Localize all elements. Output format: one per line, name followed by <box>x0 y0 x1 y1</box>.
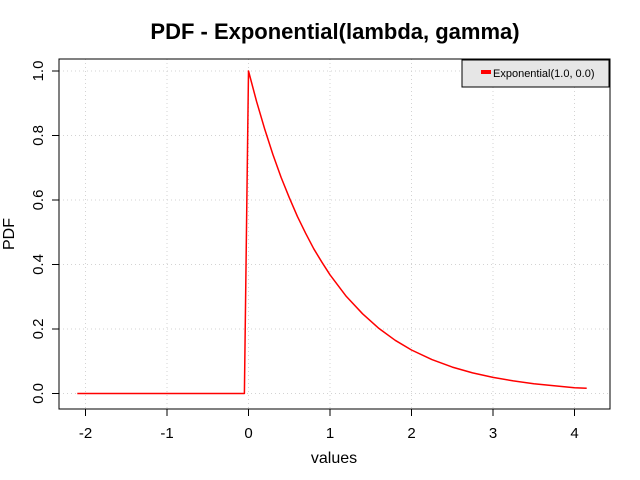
chart-title: PDF - Exponential(lambda, gamma) <box>150 19 519 44</box>
series-layer <box>77 70 587 395</box>
x-tick-label: 3 <box>489 425 497 442</box>
x-tick-label: 4 <box>570 425 578 442</box>
x-tick-label: 0 <box>244 425 252 442</box>
plot-frame <box>58 58 611 410</box>
y-tick-label: 0.8 <box>30 125 47 146</box>
grid <box>59 59 610 409</box>
legend-label: Exponential(1.0, 0.0) <box>493 68 595 80</box>
series-line <box>77 70 587 395</box>
y-tick-label: 1.0 <box>30 61 47 82</box>
y-tick-label: 0.6 <box>30 190 47 211</box>
legend-swatch <box>481 70 491 74</box>
x-tick-label: 2 <box>407 425 415 442</box>
legend: Exponential(1.0, 0.0) <box>461 59 610 88</box>
y-tick-label: 0.0 <box>30 383 47 404</box>
x-tick-label: -1 <box>160 425 173 442</box>
x-axis-label: values <box>311 450 357 467</box>
x-tick-label: -2 <box>79 425 92 442</box>
x-tick-label: 1 <box>326 425 334 442</box>
x-axis: -2 -1 0 1 2 3 4 <box>79 409 579 442</box>
y-tick-label: 0.2 <box>30 319 47 340</box>
y-axis: 0.0 0.2 0.4 0.6 0.8 1.0 <box>30 61 59 404</box>
y-axis-label: PDF <box>1 218 18 250</box>
y-tick-label: 0.4 <box>30 254 47 275</box>
